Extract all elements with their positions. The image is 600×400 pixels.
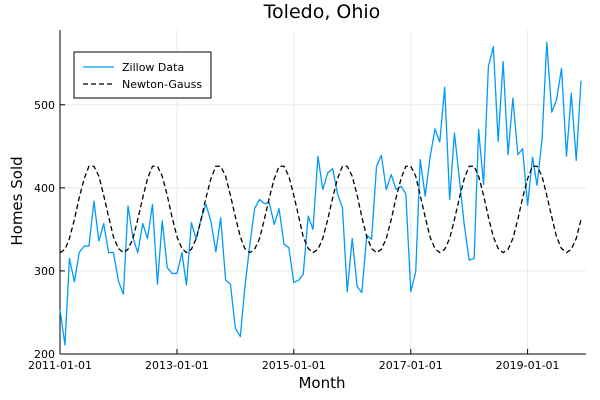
series-line-newton-gauss [59,165,582,254]
y-tick-label: 200 [34,348,55,361]
y-axis-label: Homes Sold [8,156,26,245]
x-tick-label: 2011-01-01 [28,359,92,372]
legend: Zillow Data Newton-Gauss [73,51,212,99]
axes [59,30,586,355]
y-tick-label: 400 [34,182,55,195]
y-tick-label: 500 [34,99,55,112]
chart-title: Toledo, Ohio [263,1,381,23]
legend-label-zillow-data: Zillow Data [122,61,184,74]
x-tick-label: 2017-01-01 [379,359,443,372]
y-tick-label: 300 [34,265,55,278]
x-tick-label: 2019-01-01 [496,359,560,372]
series-line-zillow-data [59,41,582,346]
tick-labels: 2011-01-01 2013-01-01 2015-01-01 2017-01-01… [28,99,560,372]
x-tick-label: 2013-01-01 [145,359,209,372]
x-axis-label: Month [298,374,345,392]
x-tick-label: 2015-01-01 [262,359,326,372]
legend-box [73,51,212,99]
legend-label-newton-gauss: Newton-Gauss [122,78,202,91]
series-lines [59,41,582,346]
